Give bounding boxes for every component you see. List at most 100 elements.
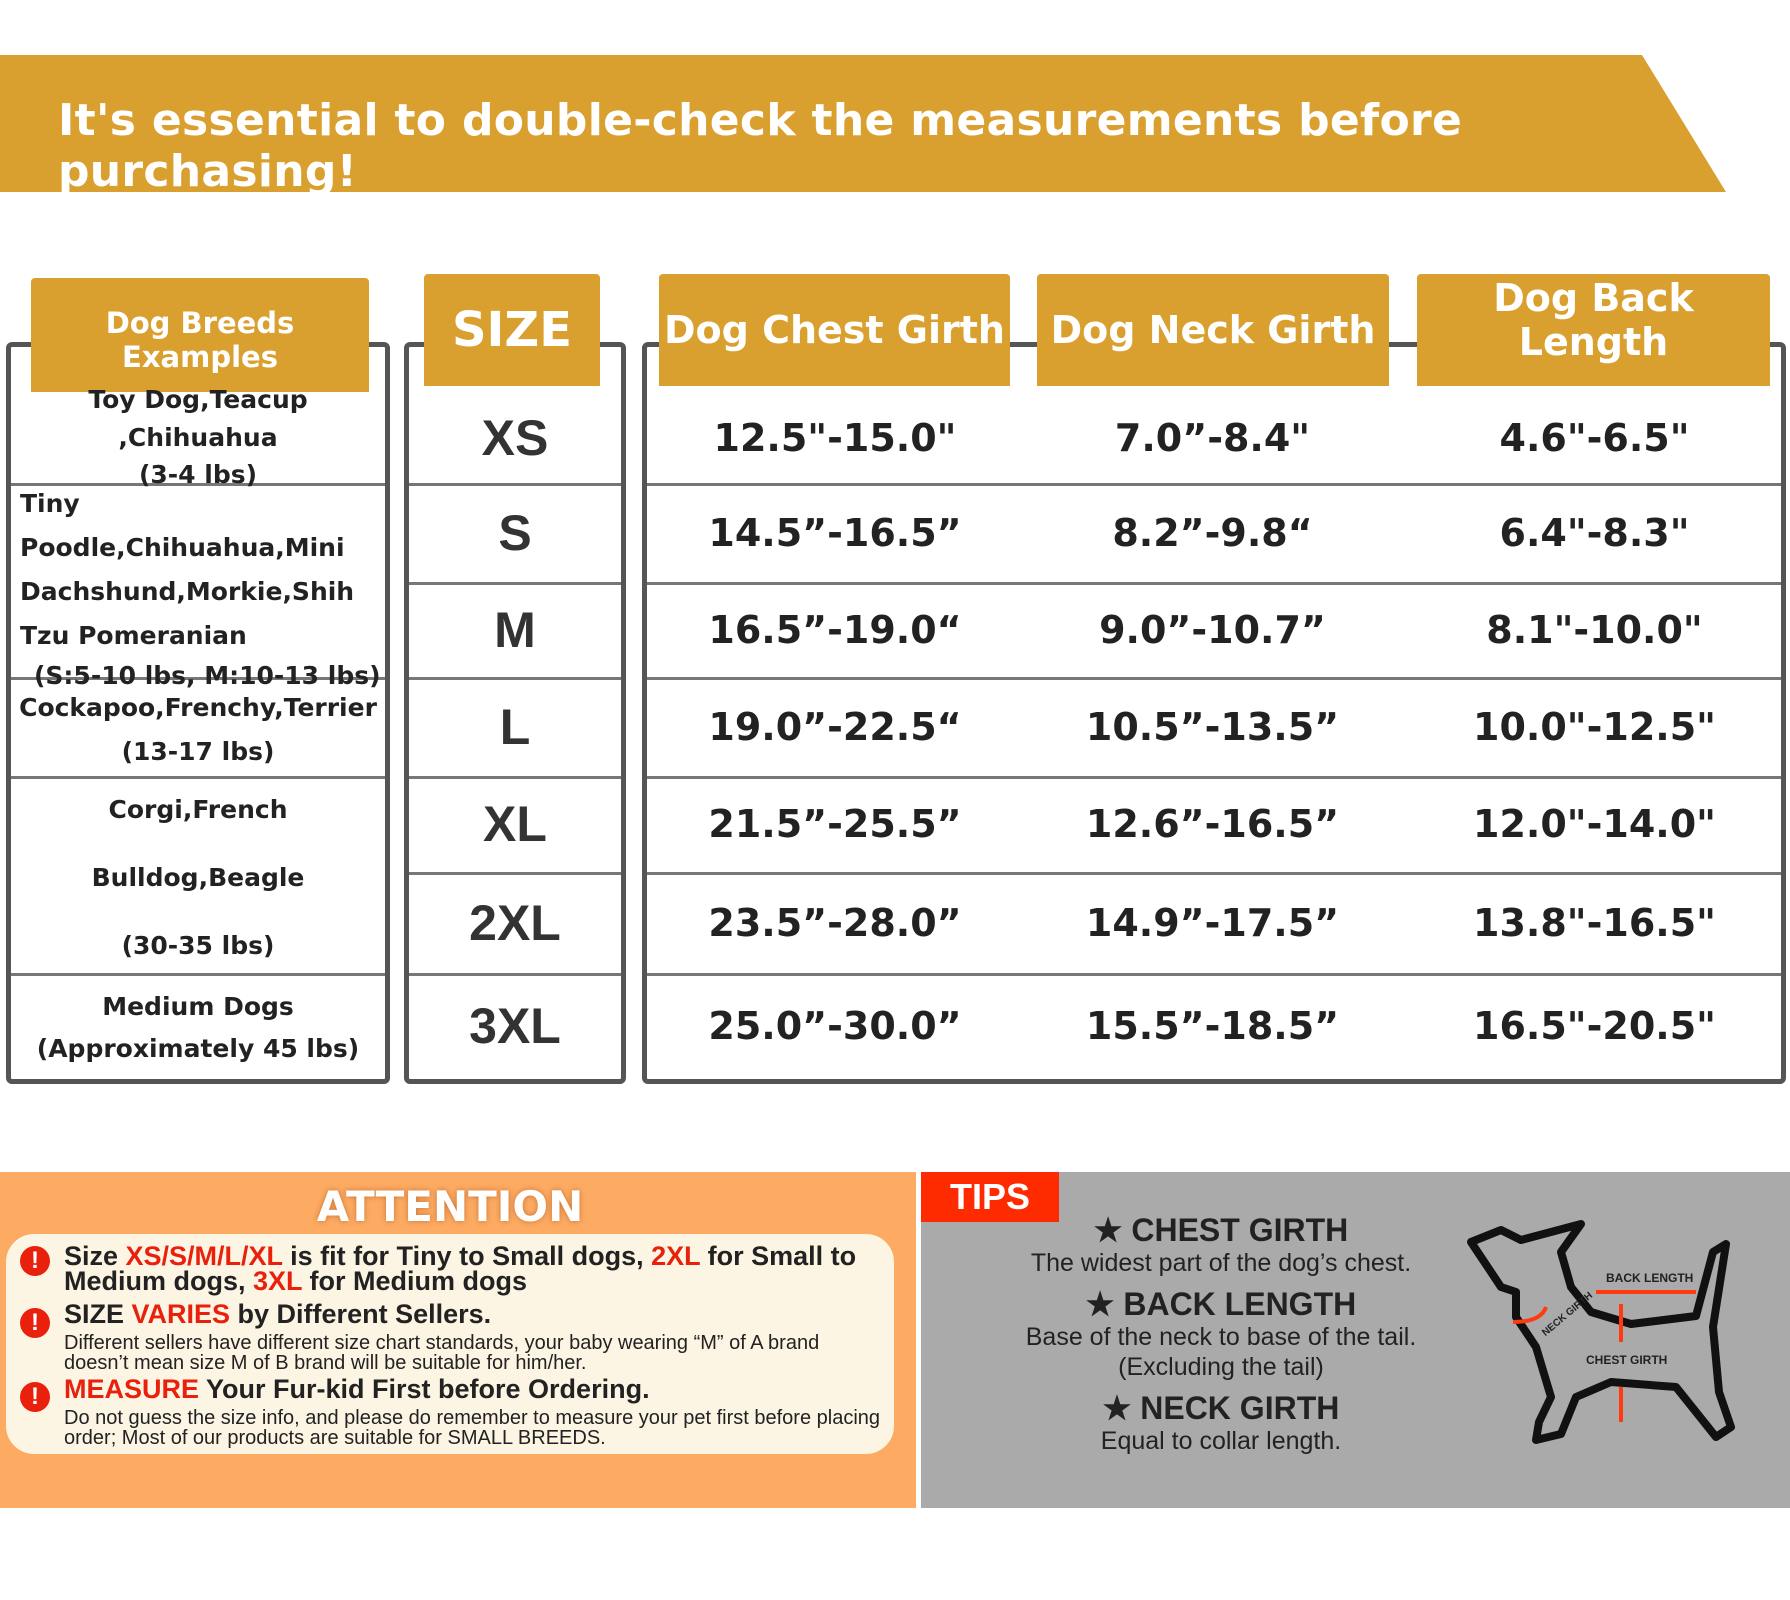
back-cell: 6.4"-8.3" — [1499, 510, 1690, 555]
text: SIZE — [64, 1299, 132, 1329]
breed-name: Medium Dogs — [102, 992, 294, 1021]
neck-arrow — [1512, 1306, 1548, 1324]
row-divider — [647, 872, 1781, 875]
back-cell: 12.0"-14.0" — [1473, 802, 1716, 846]
text: XS/S/M/L/XL — [125, 1241, 283, 1271]
breed-name: Cockapoo,Frenchy,Terrier — [19, 693, 377, 722]
size-column — [404, 342, 626, 1084]
header-neck-girth: Dog Neck Girth — [1037, 274, 1389, 386]
neck-cell: 12.6”-16.5” — [1085, 802, 1340, 846]
header-banner: It's essential to double-check the measu… — [0, 55, 1726, 192]
size-cell: 2XL — [469, 894, 561, 951]
chest-cell: 25.0”-30.0” — [708, 1003, 962, 1048]
size-cell: S — [498, 504, 532, 561]
size-cell: XS — [481, 409, 549, 466]
tip-title: ★ CHEST GIRTH — [1001, 1212, 1441, 1248]
back-cell: 13.8"-16.5" — [1473, 900, 1716, 945]
chest-cell: 19.0”-22.5“ — [708, 704, 962, 749]
size-cell: XL — [483, 796, 547, 852]
text: for Medium dogs — [302, 1266, 528, 1296]
row-divider — [11, 973, 385, 976]
attention-panel: ATTENTION ! Size XS/S/M/L/XL is fit for … — [0, 1172, 916, 1508]
text: is fit for Tiny to Small dogs, — [282, 1241, 652, 1271]
star-icon: ★ — [1102, 1390, 1141, 1426]
back-cell: 16.5"-20.5" — [1473, 1003, 1716, 1048]
row-divider — [647, 483, 1781, 486]
size-cell: L — [499, 698, 531, 755]
row-divider — [647, 677, 1781, 680]
header-chest-girth: Dog Chest Girth — [659, 274, 1010, 386]
chest-cell: 14.5”-16.5” — [708, 510, 962, 555]
chest-cell: 21.5”-25.5” — [708, 802, 962, 846]
row-divider — [11, 677, 385, 680]
star-icon: ★ — [1093, 1212, 1132, 1248]
breed-weight: (Approximately 45 lbs) — [36, 1034, 360, 1063]
text: 2XL — [651, 1241, 701, 1271]
row-divider — [647, 776, 1781, 779]
size-cell: 3XL — [469, 997, 561, 1054]
header-breeds: Dog Breeds Examples — [31, 278, 369, 392]
breed-row: Toy Dog,Teacup ,Chihuahua (3-4 lbs) — [11, 385, 385, 489]
chest-cell: 12.5"-15.0" — [713, 415, 957, 460]
tips-badge: TIPS — [921, 1172, 1059, 1222]
text: for Small to Medium dogs, — [64, 1241, 857, 1296]
tip-title: ★ NECK GIRTH — [1001, 1390, 1441, 1426]
star-icon: ★ — [1085, 1286, 1124, 1322]
tip-desc: Base of the neck to base of the tail. — [1025, 1323, 1417, 1351]
exclamation-icon: ! — [20, 1308, 50, 1338]
breed-name: Toy Dog,Teacup ,Chihuahua — [88, 385, 308, 452]
exclamation-icon: ! — [20, 1246, 50, 1276]
text: BACK LENGTH — [1123, 1286, 1357, 1322]
text: Size — [64, 1241, 126, 1271]
tips-panel: TIPS ★ CHEST GIRTH The widest part of th… — [921, 1172, 1790, 1508]
row-divider — [11, 776, 385, 779]
tip-desc: Equal to collar length. — [1100, 1427, 1342, 1455]
text: MEASURE — [64, 1374, 200, 1404]
breed-name: Corgi,French Bulldog,Beagle — [91, 794, 305, 892]
chest-cell: 16.5”-19.0“ — [708, 607, 962, 652]
diagram-neck-label: NECK GIRTH — [1540, 1290, 1595, 1338]
breed-row: Medium Dogs (Approximately 45 lbs) — [11, 978, 385, 1078]
attention-desc-2: Different sellers have different size ch… — [64, 1332, 820, 1374]
attention-line-3: MEASURE Your Fur-kid First before Orderi… — [64, 1374, 882, 1404]
tip-title: ★ BACK LENGTH — [1001, 1286, 1441, 1322]
header-size: SIZE — [424, 274, 600, 386]
text: NECK GIRTH — [1140, 1390, 1340, 1426]
attention-desc-3: Do not guess the size info, and please d… — [64, 1407, 881, 1449]
breed-name: Tiny Poodle,Chihuahua,Mini Dachshund,Mor… — [20, 488, 355, 650]
tip-desc: (Excluding the tail) — [1118, 1353, 1324, 1381]
neck-cell: 7.0”-8.4" — [1114, 415, 1311, 460]
attention-line-2: SIZE VARIES by Different Sellers. — [64, 1299, 882, 1329]
breed-weight: (30-35 lbs) — [121, 930, 275, 960]
diagram-chest-label: CHEST GIRTH — [1586, 1353, 1667, 1367]
back-cell: 8.1"-10.0" — [1486, 607, 1703, 652]
breed-weight: (S:5-10 lbs, M:10-13 lbs) — [34, 660, 381, 690]
dog-measurement-diagram: BACK LENGTH CHEST GIRTH NECK GIRTH — [1467, 1220, 1735, 1444]
row-divider — [409, 677, 621, 680]
breed-weight: (3-4 lbs) — [138, 460, 258, 490]
row-divider — [647, 973, 1781, 976]
row-divider — [11, 483, 385, 486]
chest-cell: 23.5”-28.0” — [708, 900, 962, 945]
measurements-table — [642, 342, 1786, 1084]
row-divider — [647, 582, 1781, 585]
size-cell: M — [494, 601, 536, 658]
neck-cell: 8.2”-9.8“ — [1112, 510, 1313, 555]
back-cell: 4.6"-6.5" — [1499, 415, 1690, 460]
diagram-back-label: BACK LENGTH — [1606, 1271, 1693, 1285]
tip-desc: The widest part of the dog’s chest. — [1030, 1249, 1412, 1277]
row-divider — [409, 973, 621, 976]
tips-list: ★ CHEST GIRTH The widest part of the dog… — [1001, 1212, 1441, 1456]
row-divider — [409, 483, 621, 486]
exclamation-icon: ! — [20, 1382, 50, 1412]
neck-cell: 9.0”-10.7” — [1099, 607, 1326, 652]
attention-title: ATTENTION — [316, 1182, 584, 1231]
text: VARIES — [131, 1299, 231, 1329]
text: Your Fur-kid First before Ordering. — [199, 1374, 650, 1404]
header-back-length: Dog Back Length — [1417, 274, 1770, 386]
text: CHEST GIRTH — [1131, 1212, 1349, 1248]
breed-weight: (13-17 lbs) — [121, 737, 275, 766]
neck-cell: 15.5”-18.5” — [1085, 1003, 1340, 1048]
row-divider — [409, 582, 621, 585]
text: by Different Sellers. — [230, 1299, 492, 1329]
